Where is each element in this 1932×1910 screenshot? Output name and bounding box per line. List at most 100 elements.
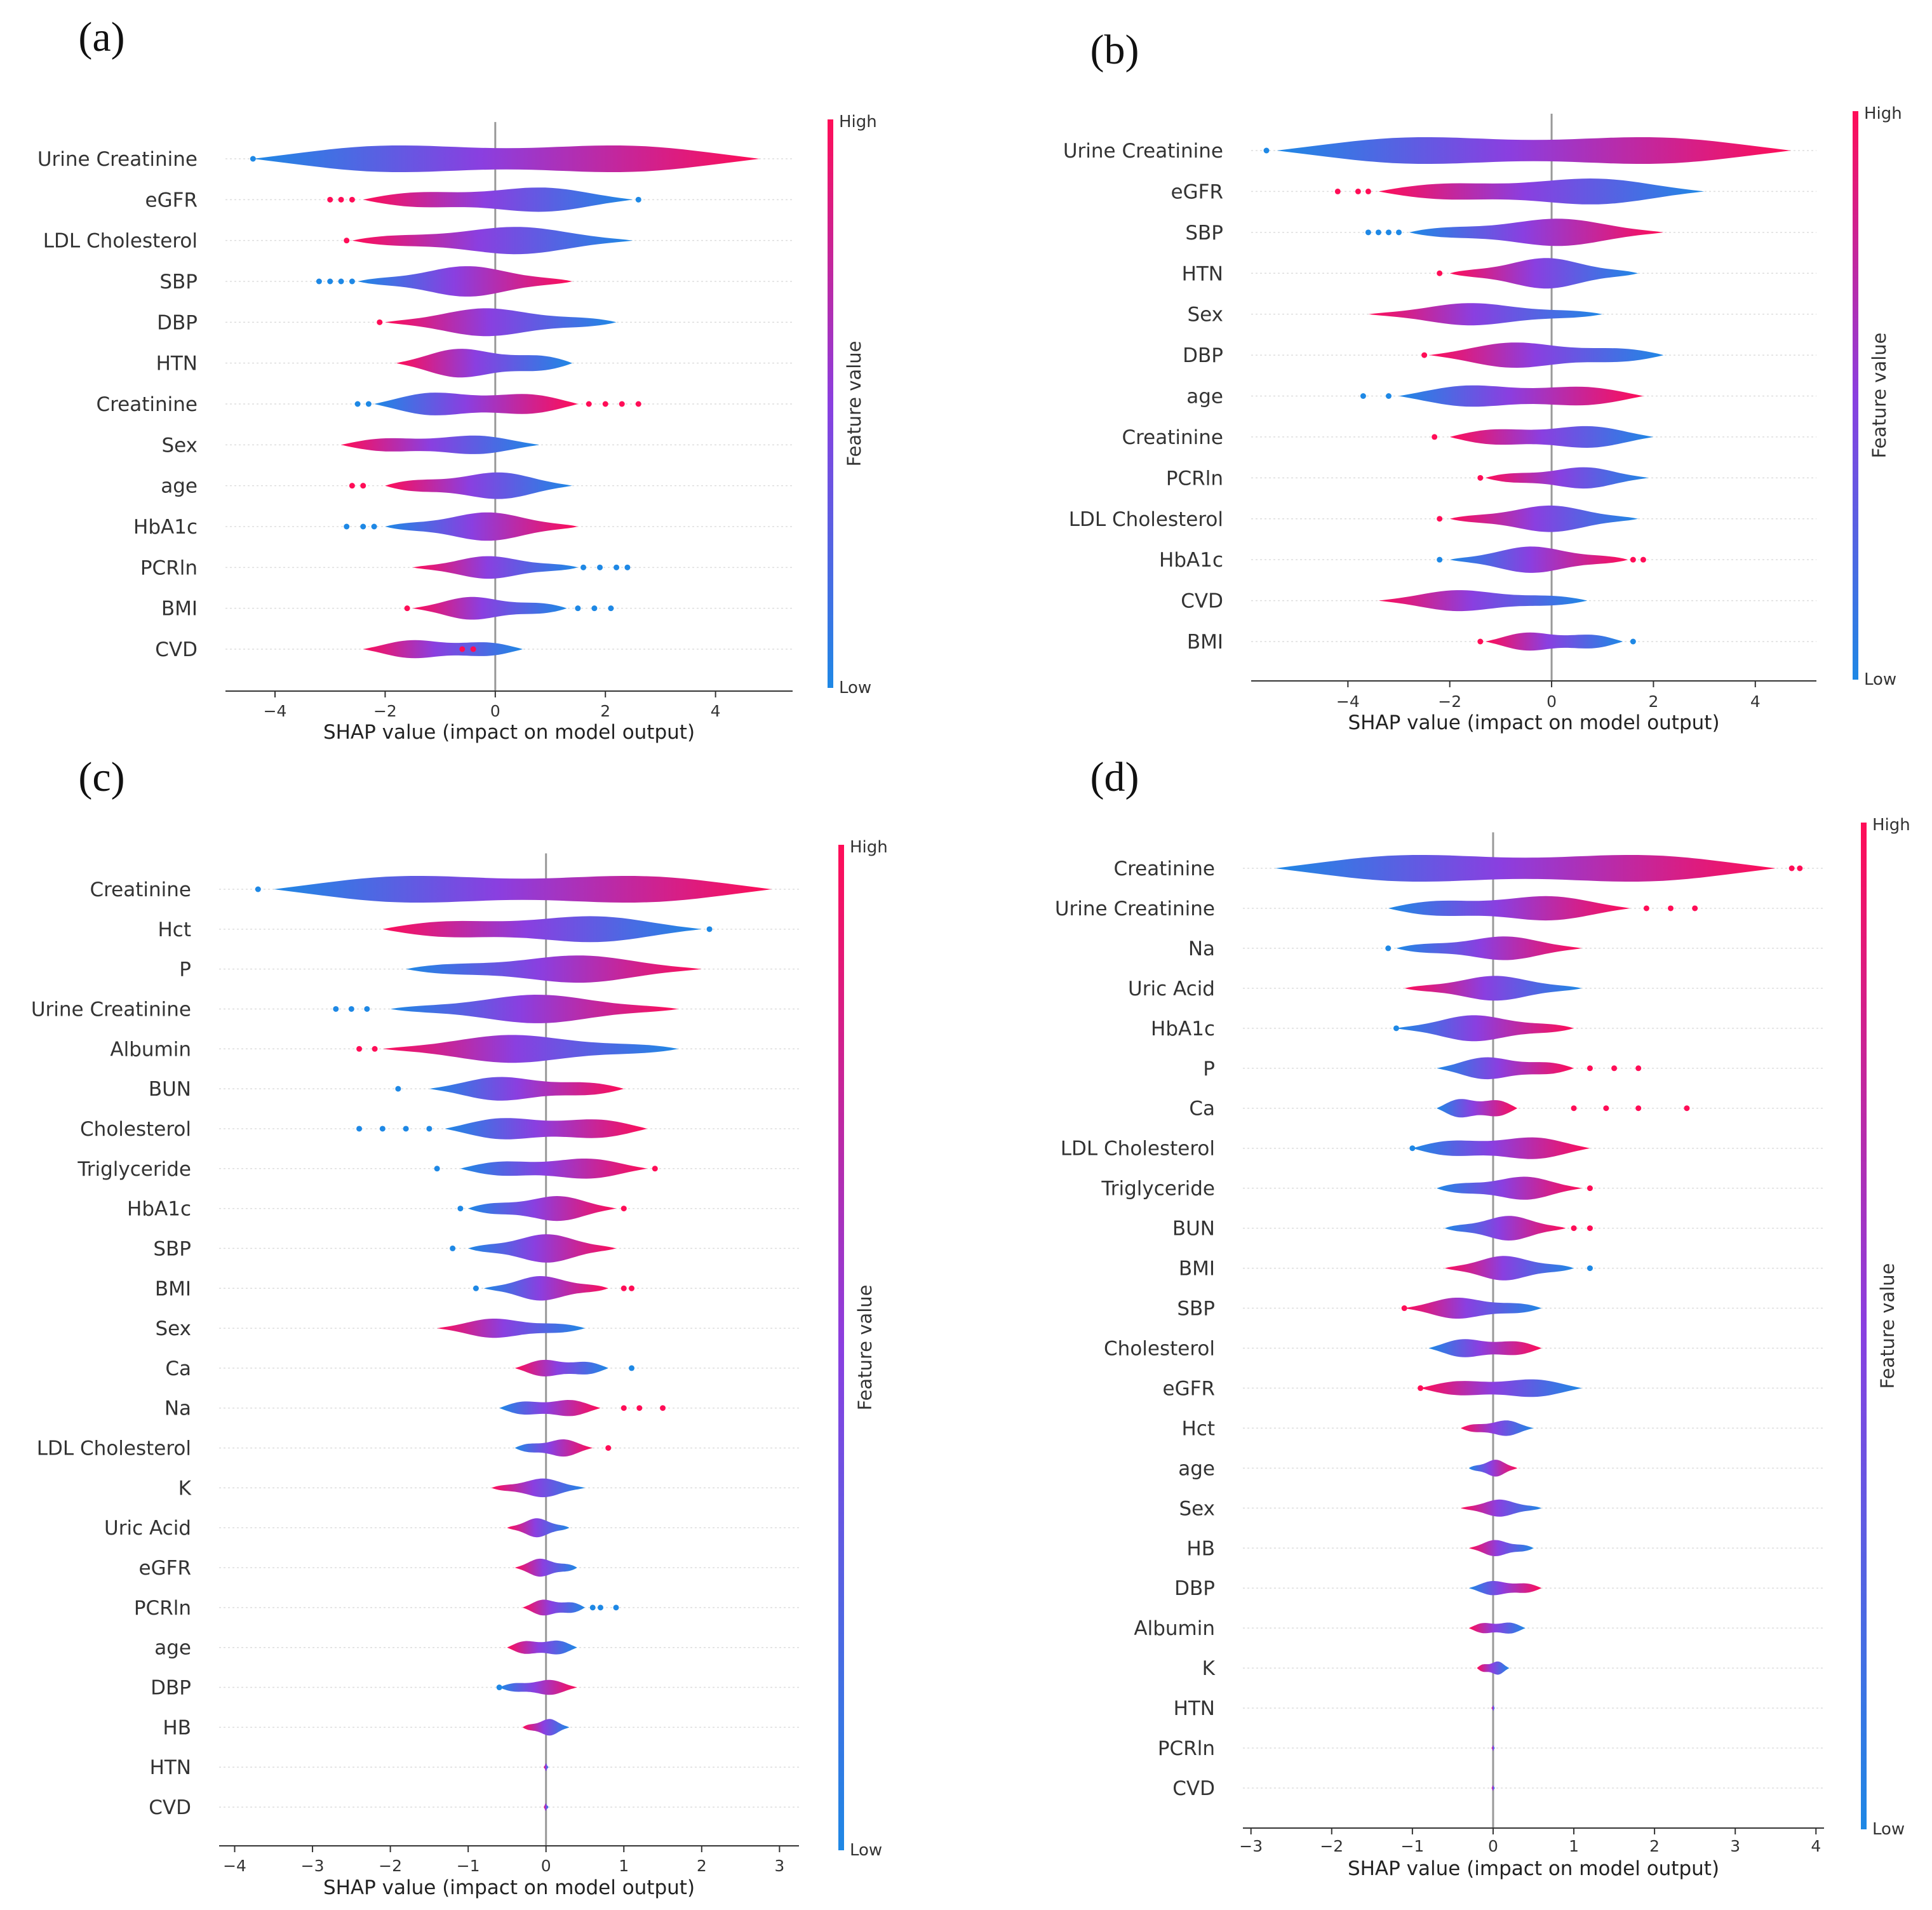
colorbar bbox=[838, 845, 844, 1850]
feature-label: Creatinine bbox=[1113, 857, 1215, 880]
feature-label: BUN bbox=[1172, 1218, 1215, 1241]
violin-shape bbox=[522, 1599, 585, 1616]
panel-label: (d) bbox=[1090, 754, 1139, 800]
feature-label: Urine Creatinine bbox=[1055, 898, 1215, 920]
feature-row: Urine Creatinine bbox=[1055, 896, 1698, 921]
violin-shape bbox=[1404, 1298, 1542, 1319]
feature-row: PCRln bbox=[140, 556, 631, 579]
violin-shape bbox=[1396, 1015, 1574, 1042]
outlier-dot bbox=[1684, 1105, 1690, 1112]
outlier-dot bbox=[660, 1405, 666, 1411]
colorbar-low-label: Low bbox=[1864, 670, 1896, 689]
violin-shape bbox=[396, 349, 573, 378]
outlier-dot bbox=[624, 564, 631, 570]
feature-row: HTN bbox=[156, 349, 573, 378]
violin-shape bbox=[1409, 219, 1664, 246]
feature-label: Na bbox=[1188, 938, 1215, 960]
outlier-dot bbox=[360, 483, 366, 489]
feature-label: HTN bbox=[1174, 1697, 1215, 1720]
feature-row: eGFR bbox=[139, 1557, 577, 1580]
violin-shape bbox=[1461, 1420, 1534, 1436]
colorbar-title: Feature value bbox=[843, 340, 865, 466]
feature-label: LDL Cholesterol bbox=[37, 1437, 191, 1460]
x-tick-label: 0 bbox=[1488, 1837, 1498, 1855]
feature-label: HbA1c bbox=[127, 1198, 191, 1221]
feature-row: eGFR bbox=[1171, 178, 1705, 205]
x-tick-label: 2 bbox=[697, 1857, 707, 1875]
feature-label: P bbox=[1203, 1058, 1215, 1080]
outlier-dot bbox=[1587, 1185, 1593, 1192]
violin-shape bbox=[358, 266, 573, 297]
violin-shape bbox=[1461, 1499, 1542, 1517]
colorbar-title: Feature value bbox=[1877, 1263, 1898, 1389]
outlier-dot bbox=[365, 401, 372, 407]
x-tick-label: −4 bbox=[223, 1857, 246, 1875]
feature-row: eGFR bbox=[145, 187, 641, 212]
violin-shape bbox=[1437, 1057, 1574, 1080]
violin-shape bbox=[1412, 1137, 1590, 1159]
feature-label: age bbox=[1186, 386, 1223, 408]
outlier-dot bbox=[338, 278, 344, 285]
outlier-dot bbox=[613, 1604, 619, 1611]
outlier-dot bbox=[1788, 865, 1795, 871]
feature-label: Ca bbox=[165, 1357, 191, 1380]
feature-label: LDL Cholesterol bbox=[43, 230, 198, 253]
outlier-dot bbox=[1640, 556, 1646, 563]
violin-shape bbox=[1491, 1785, 1495, 1791]
x-tick-label: −1 bbox=[457, 1857, 480, 1875]
feature-label: age bbox=[1178, 1457, 1215, 1480]
x-axis-label: SHAP value (impact on model output) bbox=[1348, 1857, 1719, 1880]
colorbar bbox=[828, 119, 833, 688]
feature-label: Hct bbox=[1181, 1417, 1215, 1440]
feature-row: CVD bbox=[155, 638, 523, 661]
x-tick-label: −1 bbox=[1400, 1837, 1424, 1855]
outlier-dot bbox=[349, 483, 355, 489]
feature-label: PCRln bbox=[140, 556, 198, 579]
x-tick-label: 2 bbox=[1649, 1837, 1660, 1855]
feature-label: Sex bbox=[161, 434, 198, 457]
feature-label: Creatinine bbox=[96, 393, 198, 416]
violin-shape bbox=[1277, 137, 1791, 164]
feature-row: SBP bbox=[153, 1234, 616, 1263]
feature-label: Urine Creatinine bbox=[1063, 140, 1223, 163]
violin-shape bbox=[445, 1118, 647, 1140]
feature-row: BMI bbox=[1187, 631, 1636, 654]
feature-row: LDL Cholesterol bbox=[1069, 505, 1639, 532]
feature-label: CVD bbox=[149, 1796, 191, 1819]
feature-label: BMI bbox=[161, 598, 198, 621]
violin-shape bbox=[352, 227, 633, 255]
x-tick-label: −2 bbox=[373, 702, 397, 720]
feature-row: Na bbox=[164, 1397, 666, 1420]
feature-row: P bbox=[179, 955, 702, 983]
feature-row: Ca bbox=[1189, 1098, 1690, 1120]
x-tick-label: 3 bbox=[774, 1857, 784, 1875]
outlier-dot bbox=[1477, 474, 1484, 481]
violin-shape bbox=[1449, 505, 1639, 532]
feature-row: Sex bbox=[161, 434, 540, 457]
outlier-dot bbox=[1587, 1265, 1593, 1272]
violin-shape bbox=[544, 1803, 549, 1811]
outlier-dot bbox=[364, 1005, 370, 1012]
feature-row: Uric Acid bbox=[104, 1517, 570, 1540]
feature-row: Urine Creatinine bbox=[31, 995, 678, 1023]
outlier-dot bbox=[1611, 1065, 1618, 1072]
outlier-dot bbox=[371, 523, 377, 530]
x-tick-label: −2 bbox=[1438, 692, 1461, 711]
panel-label: (b) bbox=[1090, 27, 1139, 73]
outlier-dot bbox=[591, 605, 598, 612]
x-tick-label: 4 bbox=[1750, 692, 1761, 711]
outlier-dot bbox=[250, 156, 256, 162]
feature-label: BMI bbox=[1179, 1258, 1215, 1281]
violin-shape bbox=[1449, 546, 1628, 573]
violin-shape bbox=[491, 1478, 585, 1498]
colorbar-low-label: Low bbox=[850, 1841, 882, 1860]
violin-shape bbox=[1399, 385, 1644, 407]
feature-label: age bbox=[161, 475, 198, 498]
outlier-dot bbox=[1421, 352, 1428, 358]
feature-label: eGFR bbox=[145, 189, 198, 212]
feature-row: SBP bbox=[1177, 1298, 1542, 1321]
feature-row: BMI bbox=[1179, 1256, 1593, 1281]
violin-shape bbox=[363, 187, 633, 212]
feature-row: Ca bbox=[165, 1357, 635, 1380]
